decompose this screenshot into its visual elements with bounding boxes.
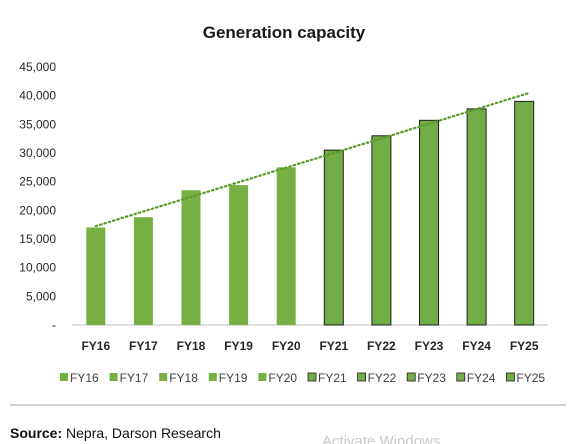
x-tick-label: FY23 bbox=[415, 339, 444, 353]
legend-entry: FY25 bbox=[516, 371, 545, 385]
legend-swatch bbox=[159, 373, 168, 381]
bar-fy20 bbox=[276, 167, 296, 325]
source-label: Source: bbox=[10, 425, 63, 441]
bar-fy17 bbox=[133, 217, 153, 325]
y-tick-label: 45,000 bbox=[19, 60, 56, 74]
y-tick-label: 5,000 bbox=[26, 289, 56, 303]
legend-swatch bbox=[357, 372, 367, 382]
legend-entry: FY18 bbox=[169, 371, 198, 385]
x-tick-label: FY22 bbox=[367, 339, 396, 353]
legend-entry: FY23 bbox=[417, 371, 446, 385]
x-tick-label: FY25 bbox=[510, 339, 539, 353]
legend-entry: FY20 bbox=[268, 371, 297, 385]
x-tick-label: FY17 bbox=[129, 339, 158, 353]
bar-fy21 bbox=[323, 149, 344, 326]
chart-title: Generation capacity bbox=[203, 23, 366, 42]
legend-entry: FY16 bbox=[70, 371, 99, 385]
source-note: Source: Nepra, Darson Research bbox=[10, 425, 221, 441]
x-tick-label: FY16 bbox=[81, 339, 110, 353]
source-text: Nepra, Darson Research bbox=[62, 425, 221, 441]
bar-fy16 bbox=[86, 227, 106, 325]
watermark: Activate Windows bbox=[322, 433, 440, 444]
bars bbox=[86, 100, 535, 326]
y-tick-label: - bbox=[52, 318, 56, 332]
x-tick-label: FY20 bbox=[272, 339, 301, 353]
legend-swatch bbox=[456, 372, 466, 382]
bar-fy18 bbox=[181, 190, 201, 325]
bar-fy19 bbox=[229, 185, 249, 325]
y-tick-label: 10,000 bbox=[19, 261, 56, 275]
legend-swatch bbox=[60, 373, 68, 381]
x-axis: FY16 FY17 FY18 FY19 FY20 FY21 FY22 FY23 FY24 FY25 bbox=[81, 339, 538, 353]
legend-swatch bbox=[406, 372, 416, 382]
legend-swatch bbox=[258, 373, 267, 381]
y-tick-label: 35,000 bbox=[19, 117, 56, 131]
legend: FY16 FY17 FY18 FY19 FY20 FY21 FY22 FY23 FY24 FY25 bbox=[60, 371, 545, 385]
x-tick-label: FY24 bbox=[462, 339, 491, 353]
legend-entry: FY22 bbox=[368, 371, 397, 385]
bar-fy24 bbox=[466, 108, 487, 326]
y-tick-label: 25,000 bbox=[19, 175, 56, 189]
legend-swatch bbox=[109, 373, 118, 381]
y-tick-label: 40,000 bbox=[19, 89, 56, 103]
bar-fy22 bbox=[371, 135, 392, 326]
legend-swatch bbox=[208, 373, 217, 381]
y-tick-label: 30,000 bbox=[19, 146, 56, 160]
y-tick-label: 20,000 bbox=[19, 203, 56, 217]
x-tick-label: FY18 bbox=[177, 339, 206, 353]
legend-swatch bbox=[307, 372, 317, 382]
y-tick-label: 15,000 bbox=[19, 232, 56, 246]
legend-entry: FY17 bbox=[120, 371, 149, 385]
legend-swatch bbox=[505, 372, 515, 382]
bar-fy23 bbox=[419, 119, 439, 326]
x-tick-label: FY19 bbox=[224, 339, 253, 353]
bar-fy25 bbox=[514, 100, 535, 326]
x-tick-label: FY21 bbox=[319, 339, 348, 353]
y-axis: - 5,000 10,000 15,000 20,000 25,000 30,000 35,0… bbox=[19, 60, 56, 332]
trendline bbox=[94, 92, 530, 228]
legend-entry: FY19 bbox=[219, 371, 248, 385]
legend-entry: FY24 bbox=[467, 371, 496, 385]
legend-entry: FY21 bbox=[318, 371, 347, 385]
